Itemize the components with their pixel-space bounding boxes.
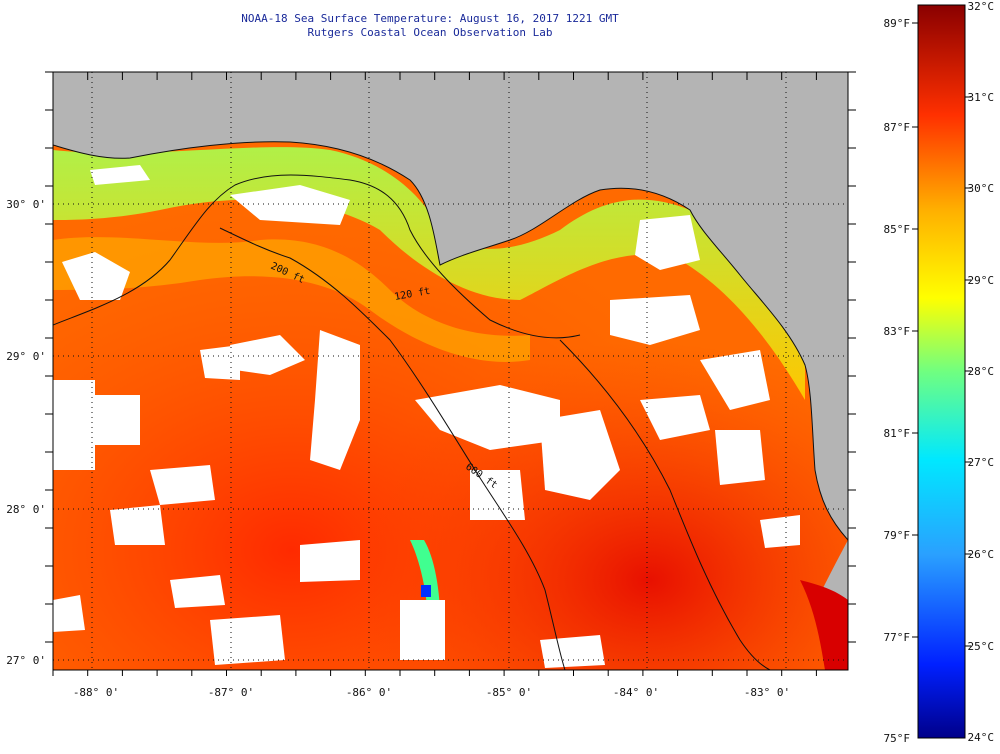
fahrenheit-scale: 89°F 87°F 85°F 83°F 81°F 79°F 77°F 75°F xyxy=(884,17,911,745)
colorbar xyxy=(917,4,966,739)
sst-map: 200 ft 120 ft 600 ft xyxy=(53,72,848,670)
isobath-120ft xyxy=(53,174,581,339)
c-label: 30°C xyxy=(968,182,995,195)
lon-label: -84° 0' xyxy=(613,686,659,699)
longitude-labels: -88° 0' -87° 0' -86° 0' -85° 0' -84° 0' … xyxy=(73,686,790,699)
f-label: 85°F xyxy=(884,223,911,236)
c-label: 25°C xyxy=(968,640,995,653)
map-title: NOAA-18 Sea Surface Temperature: August … xyxy=(241,12,619,25)
isobath-200ft xyxy=(559,339,771,670)
f-label: 89°F xyxy=(884,17,911,30)
f-label: 87°F xyxy=(884,121,911,134)
cloud-mask xyxy=(53,165,800,668)
map-subtitle: Rutgers Coastal Ocean Observation Lab xyxy=(307,26,553,39)
c-label: 32°C xyxy=(968,0,995,13)
lat-label: 28° 0' xyxy=(6,503,46,516)
transition-band xyxy=(53,237,530,362)
celsius-scale: 32°C 31°C 30°C 29°C 28°C 27°C 26°C 25°C … xyxy=(968,0,995,744)
c-label: 26°C xyxy=(968,548,995,561)
lat-label: 30° 0' xyxy=(6,198,46,211)
isobath-600ft xyxy=(219,227,566,670)
lon-label: -87° 0' xyxy=(208,686,254,699)
f-label: 77°F xyxy=(884,631,911,644)
f-label: 79°F xyxy=(884,529,911,542)
c-label: 27°C xyxy=(968,456,995,469)
lon-label: -83° 0' xyxy=(744,686,790,699)
c-label: 31°C xyxy=(968,91,995,104)
lon-label: -86° 0' xyxy=(346,686,392,699)
land-mass xyxy=(53,72,848,541)
lat-label: 29° 0' xyxy=(6,350,46,363)
f-label: 75°F xyxy=(884,732,911,745)
lat-label: 27° 0' xyxy=(6,654,46,667)
map-frame xyxy=(52,71,849,671)
nearshore-cool-band xyxy=(53,147,805,400)
cold-spot xyxy=(421,585,431,597)
lon-label: -88° 0' xyxy=(73,686,119,699)
latitude-labels: 30° 0' 29° 0' 28° 0' 27° 0' xyxy=(6,198,46,667)
colorbar-ticks xyxy=(912,22,971,647)
c-label: 24°C xyxy=(968,731,995,744)
c-label: 28°C xyxy=(968,365,995,378)
map-ticks xyxy=(45,71,856,676)
warm-coastal-strip xyxy=(800,580,848,670)
lon-label: -85° 0' xyxy=(486,686,532,699)
c-label: 29°C xyxy=(968,274,995,287)
f-label: 81°F xyxy=(884,427,911,440)
f-label: 83°F xyxy=(884,325,911,338)
